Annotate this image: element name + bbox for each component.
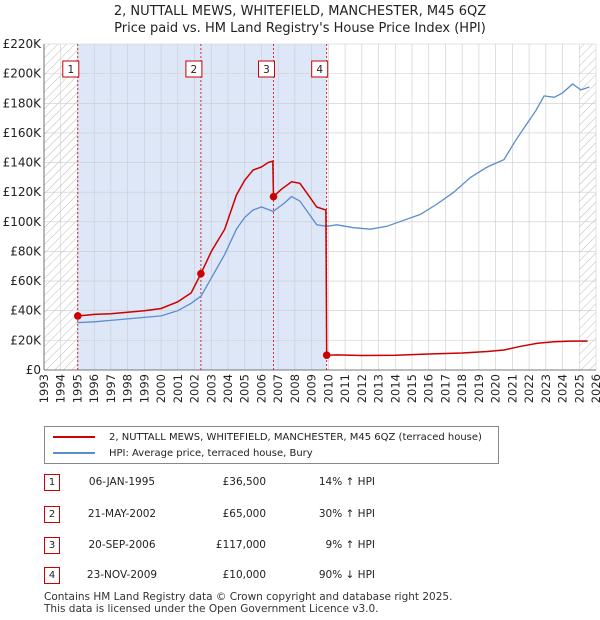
y-tick-label: £40K [10,304,42,318]
sale-number-label: 3 [263,64,270,76]
y-tick-label: £100K [3,215,43,229]
x-tick-label: 2010 [321,374,335,403]
legend-swatch-property [53,436,95,438]
x-tick-label: 2004 [221,374,235,403]
sale-badge: 3 [44,537,60,554]
x-tick-label: 2018 [455,374,469,403]
x-tick-label: 1994 [54,374,68,403]
footer-copyright: Contains HM Land Registry data © Crown c… [44,591,453,603]
sale-number-label: 1 [67,64,74,76]
chart-title: 2, NUTTALL MEWS, WHITEFIELD, MANCHESTER,… [113,4,487,19]
sale-point [73,312,82,320]
sale-hpi-change: 9% ↑ HPI [325,539,375,551]
x-tick-label: 2023 [539,374,553,403]
sale-point [197,269,205,278]
x-tick-label: 2024 [556,374,570,403]
sale-date: 21-MAY-2002 [87,508,157,520]
x-tick-label: 2019 [472,374,486,403]
sale-number-box [62,60,80,78]
chart-subtitle: Price paid vs. HM Land Registry's House … [114,21,486,36]
y-tick-label: £180K [3,96,43,110]
sale-date: 23-NOV-2009 [86,569,158,581]
legend-swatch-hpi [53,452,95,454]
x-tick-label: 1993 [37,374,51,403]
x-tick-label: 2014 [388,374,402,403]
sale-number-box [257,60,275,78]
x-tick-label: 2025 [572,374,586,403]
x-tick-label: 2015 [405,374,419,403]
sale-number-label: 4 [316,64,323,76]
x-tick-label: 2009 [305,374,319,403]
x-tick-label: 2011 [338,374,352,403]
hatch-region-end [579,44,596,370]
sale-badge: 4 [44,567,60,584]
x-tick-label: 2016 [422,374,436,403]
x-tick-label: 2008 [288,374,302,403]
y-tick-label: £20K [10,333,42,347]
x-tick-label: 2017 [438,374,452,403]
sale-hpi-change: 90% ↓ HPI [318,569,375,581]
x-tick-label: 2020 [489,374,503,403]
sale-number-box [311,60,329,78]
legend-label-hpi: HPI: Average price, terraced house, Bury [109,447,313,459]
sale-date: 06-JAN-1995 [88,476,156,488]
y-tick-label: £60K [10,274,42,288]
x-tick-label: 1998 [121,374,135,403]
sale-number-label: 2 [191,64,198,76]
y-tick-label: £200K [3,67,43,81]
y-tick-label: £0 [26,363,41,377]
y-tick-label: £140K [3,156,43,170]
x-tick-label: 1999 [137,374,151,403]
y-tick-label: £160K [3,126,43,140]
sale-hpi-change: 14% ↑ HPI [318,476,375,488]
x-tick-label: 2021 [505,374,519,403]
legend-label-property: 2, NUTTALL MEWS, WHITEFIELD, MANCHESTER,… [109,431,482,443]
property-series-line [77,160,588,357]
hpi-series-line [77,83,590,324]
legend-item-hpi: HPI: Average price, terraced house, Bury [53,445,313,461]
sale-hpi-change: 30% ↑ HPI [318,508,375,520]
x-tick-label: 2007 [271,374,285,403]
sale-price: £65,000 [222,508,266,520]
x-tick-label: 1996 [87,374,101,403]
x-tick-label: 2006 [254,374,268,403]
sale-badge: 1 [44,474,60,491]
sale-price: £10,000 [222,569,266,581]
x-tick-label: 2026 [589,374,600,403]
y-tick-label: £220K [3,37,43,51]
x-tick-label: 2022 [522,374,536,403]
x-tick-label: 2001 [171,374,185,403]
sale-badge: 2 [44,506,60,523]
x-tick-label: 2005 [238,374,252,403]
footer-licence: This data is licensed under the Open Gov… [44,603,379,615]
x-tick-label: 1995 [70,374,84,403]
x-tick-label: 2002 [188,374,202,403]
sale-number-box [185,60,203,78]
shaded-period [77,44,327,370]
sale-price: £36,500 [222,476,266,488]
x-tick-label: 1997 [104,374,118,403]
legend: 2, NUTTALL MEWS, WHITEFIELD, MANCHESTER,… [44,426,499,464]
legend-item-property: 2, NUTTALL MEWS, WHITEFIELD, MANCHESTER,… [53,429,482,445]
price-chart: £0 £20K £40K £60K £80K £100K £120K £140K £160K £1… [3,37,600,403]
sale-point [269,192,278,201]
sale-point [322,351,331,359]
y-tick-label: £80K [10,244,42,258]
sale-date: 20-SEP-2006 [88,539,156,551]
x-tick-label: 2000 [154,374,168,403]
x-tick-label: 2013 [372,374,386,403]
y-tick-label: £120K [3,185,43,199]
x-tick-label: 2003 [204,374,218,403]
sale-price: £117,000 [215,539,266,551]
x-tick-label: 2012 [355,374,369,403]
